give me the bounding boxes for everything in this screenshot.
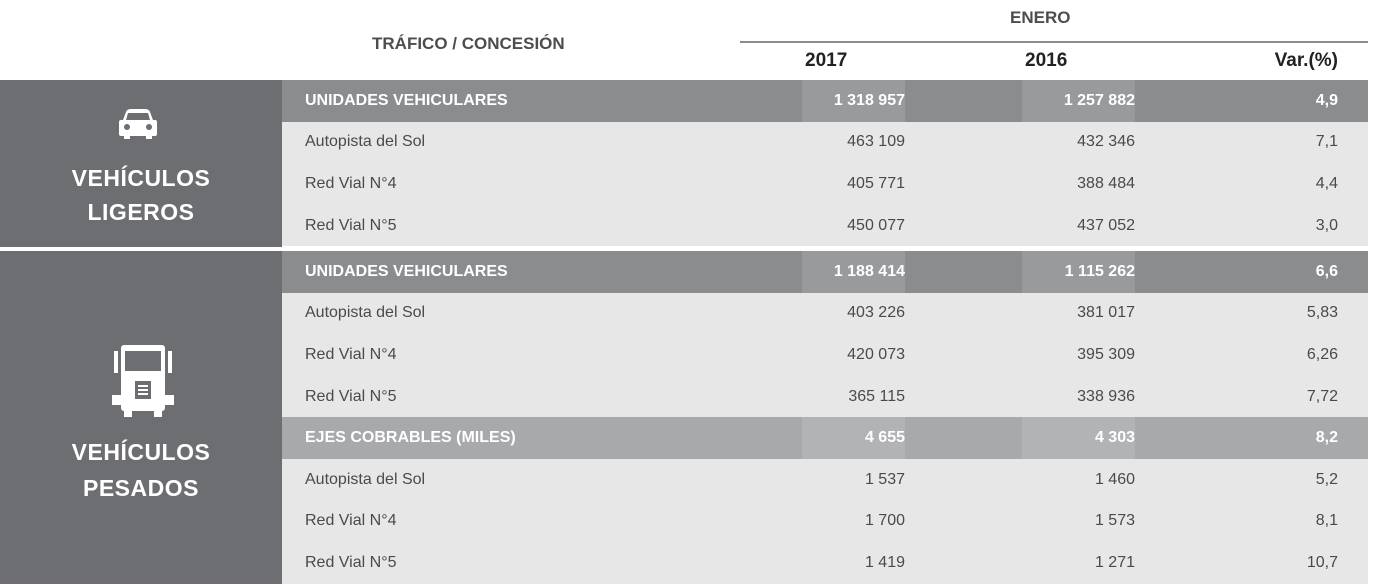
block-value: 1 257 882 xyxy=(1022,80,1135,122)
row-value: 463 109 xyxy=(847,133,905,151)
row-value: 437 052 xyxy=(1077,216,1135,234)
group-label: VEHÍCULOS PESADOS xyxy=(0,251,282,584)
block-header: UNIDADES VEHICULARES 1 188 414 1 115 262 6,… xyxy=(282,251,1368,293)
data-row: Red Vial N°4 1 700 1 573 8,1 xyxy=(282,500,1368,543)
row-name: Red Vial N°4 xyxy=(305,512,397,530)
row-value: 7,1 xyxy=(1315,133,1338,151)
block-value: 4 655 xyxy=(802,417,905,459)
row-value: 7,72 xyxy=(1306,387,1338,405)
row-name: Red Vial N°4 xyxy=(305,345,397,363)
block-title: UNIDADES VEHICULARES xyxy=(305,91,508,109)
row-value: 338 936 xyxy=(1077,387,1135,405)
block-value: 1 188 414 xyxy=(802,251,905,293)
col-2017: 2017 xyxy=(805,50,848,71)
group-title: PESADOS xyxy=(83,475,199,501)
block-title: EJES COBRABLES (MILES) xyxy=(305,429,516,447)
row-value: 1 460 xyxy=(1094,470,1135,488)
row-name: Red Vial N°5 xyxy=(305,387,397,405)
data-row: Red Vial N°4 420 073 395 309 6,26 xyxy=(282,334,1368,376)
block-header: UNIDADES VEHICULARES 1 318 957 1 257 882 4,… xyxy=(282,80,1368,122)
group-title: VEHÍCULOS xyxy=(71,165,211,191)
row-value: 395 309 xyxy=(1077,345,1135,363)
row-value: 432 346 xyxy=(1077,133,1135,151)
row-value: 1 700 xyxy=(864,512,905,530)
divider xyxy=(740,41,1368,43)
block-value: 1 115 262 xyxy=(1022,251,1135,293)
col-var: Var.(%) xyxy=(1274,50,1338,71)
group-title: LIGEROS xyxy=(87,199,195,225)
row-value: 365 115 xyxy=(848,387,905,405)
row-value: 381 017 xyxy=(1077,304,1135,322)
row-value: 403 226 xyxy=(847,304,905,322)
row-value: 3,0 xyxy=(1315,216,1338,234)
group-title: VEHÍCULOS xyxy=(71,439,211,465)
col-2016: 2016 xyxy=(1025,50,1068,71)
truck-icon xyxy=(112,345,174,417)
data-row: Red Vial N°5 450 077 437 052 3,0 xyxy=(282,204,1368,247)
group-label: VEHÍCULOS LIGEROS xyxy=(0,80,282,247)
row-value: 420 073 xyxy=(847,345,905,363)
block-value: 6,6 xyxy=(1315,262,1338,280)
row-value: 1 271 xyxy=(1094,553,1135,571)
column-title: TRÁFICO / CONCESIÓN xyxy=(372,34,565,53)
row-value: 8,1 xyxy=(1315,512,1338,530)
block-value: 4,9 xyxy=(1315,91,1338,109)
row-value: 388 484 xyxy=(1077,174,1135,192)
data-row: Red Vial N°5 365 115 338 936 7,72 xyxy=(282,375,1368,418)
data-row: Autopista del Sol 463 109 432 346 7,1 xyxy=(282,121,1368,164)
row-value: 4,4 xyxy=(1315,174,1338,192)
block-value: 1 318 957 xyxy=(802,80,905,122)
row-value: 5,2 xyxy=(1315,470,1338,488)
row-name: Autopista del Sol xyxy=(305,304,426,322)
row-value: 10,7 xyxy=(1306,553,1338,571)
block-value: 4 303 xyxy=(1022,417,1135,459)
row-name: Autopista del Sol xyxy=(305,133,426,151)
data-row: Autopista del Sol 403 226 381 017 5,83 xyxy=(282,292,1368,335)
row-name: Red Vial N°4 xyxy=(305,174,397,192)
row-name: Red Vial N°5 xyxy=(305,553,397,571)
row-value: 450 077 xyxy=(847,216,905,234)
row-name: Autopista del Sol xyxy=(305,470,426,488)
row-value: 5,83 xyxy=(1306,304,1338,322)
block-header: EJES COBRABLES (MILES) 4 655 4 303 8,2 xyxy=(282,417,1368,459)
car-icon xyxy=(119,109,157,139)
row-value: 1 573 xyxy=(1094,512,1135,530)
row-value: 1 537 xyxy=(864,470,905,488)
data-row: Autopista del Sol 1 537 1 460 5,2 xyxy=(282,459,1368,501)
data-row: Red Vial N°4 405 771 388 484 4,4 xyxy=(282,163,1368,205)
block-title: UNIDADES VEHICULARES xyxy=(305,262,508,280)
row-value: 6,26 xyxy=(1306,345,1338,363)
data-row: Red Vial N°5 1 419 1 271 10,7 xyxy=(282,542,1368,584)
row-value: 405 771 xyxy=(847,174,905,192)
row-value: 1 419 xyxy=(864,553,905,571)
block-value: 8,2 xyxy=(1315,429,1338,447)
period: ENERO xyxy=(1010,8,1071,27)
row-name: Red Vial N°5 xyxy=(305,216,397,234)
